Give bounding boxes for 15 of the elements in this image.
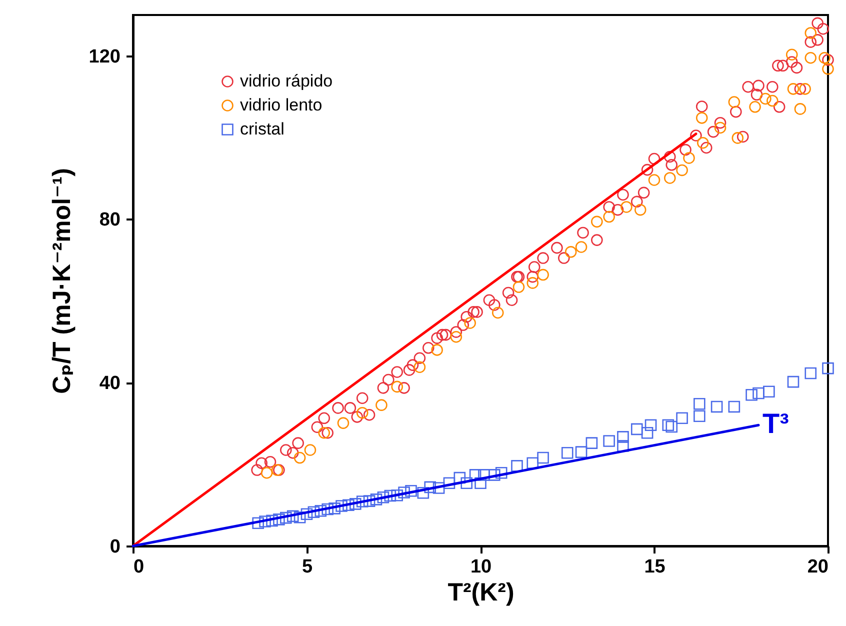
y-axis-title: Cₚ/T (mJ·K⁻²mol⁻¹) xyxy=(48,168,76,394)
annotation: T³ xyxy=(762,408,789,440)
y-tick-label: 120 xyxy=(88,46,120,68)
legend-label: cristal xyxy=(240,120,284,138)
legend-label: vidrio lento xyxy=(240,96,322,114)
x-tick-label: 0 xyxy=(134,556,144,578)
x-axis-title: T²(K²) xyxy=(448,578,514,606)
x-tick-label: 5 xyxy=(302,556,313,578)
x-tick-label: 20 xyxy=(807,556,828,578)
y-tick-label: 80 xyxy=(99,210,120,231)
legend-label: vidrio rápido xyxy=(240,72,333,90)
y-tick-label: 40 xyxy=(99,373,120,394)
x-tick-label: 10 xyxy=(470,556,492,578)
x-tick-label: 15 xyxy=(644,556,666,578)
y-tick-label: 0 xyxy=(110,536,120,558)
